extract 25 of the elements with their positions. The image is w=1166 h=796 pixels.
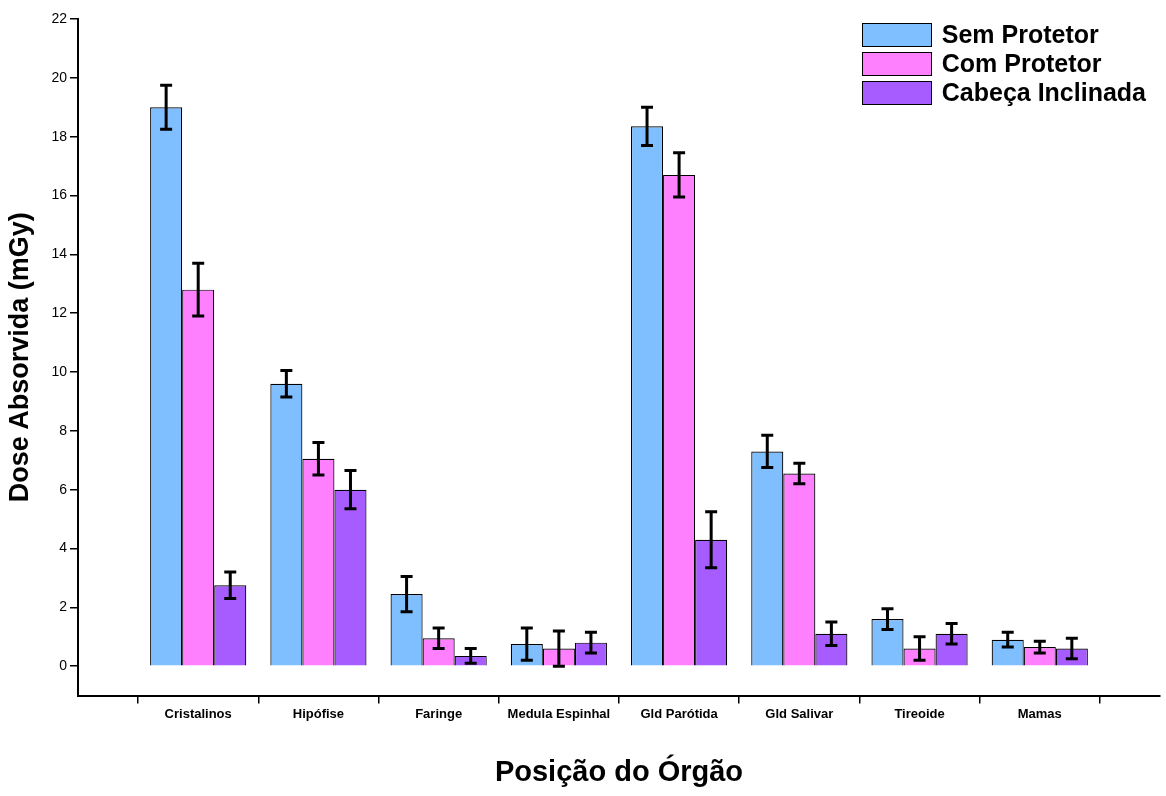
y-tick-label: 16 <box>51 186 68 203</box>
y-tick-label: 22 <box>51 9 68 26</box>
y-tick-label: 0 <box>59 657 68 674</box>
y-tick-label: 2 <box>59 598 68 615</box>
x-tick-label: Hipófise <box>292 705 345 721</box>
x-tick-label: Medula Espinhal <box>507 705 611 721</box>
y-tick-label: 20 <box>51 68 68 85</box>
y-tick-label: 18 <box>51 127 68 144</box>
x-tick-label: Cristalinos <box>164 705 232 721</box>
x-tick-label: Faringe <box>415 705 463 721</box>
legend-label: Cabeça Inclinada <box>941 78 1146 107</box>
y-axis-title: Dose Absorvida (mGy) <box>3 212 34 503</box>
legend-label: Com Protetor <box>941 49 1102 78</box>
y-tick-label: 6 <box>59 480 68 497</box>
y-tick-label: 8 <box>59 421 68 438</box>
y-tick-label: 12 <box>51 304 68 321</box>
y-tick-label: 14 <box>51 245 68 262</box>
x-axis-title: Posição do Órgão <box>494 753 744 787</box>
x-tick-label: Mamas <box>1017 705 1062 721</box>
legend-label: Sem Protetor <box>941 20 1099 49</box>
y-tick-label: 4 <box>59 539 68 556</box>
y-tick-label: 10 <box>51 362 68 379</box>
x-tick-label: Gld Salivar <box>765 705 834 721</box>
x-tick-label: Tireoide <box>894 705 945 721</box>
x-tick-label: Gld Parótida <box>640 705 719 721</box>
